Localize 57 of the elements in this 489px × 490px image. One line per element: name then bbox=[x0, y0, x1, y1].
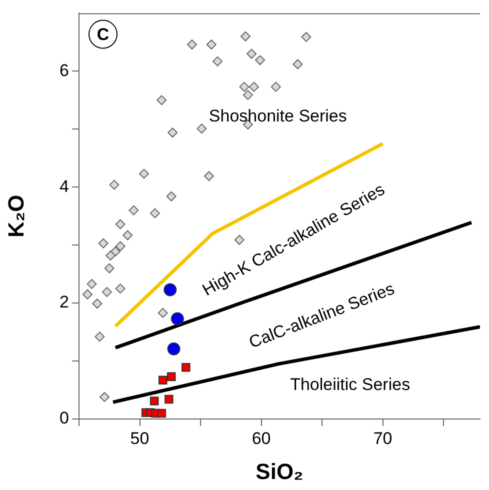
point bbox=[92, 298, 102, 309]
point bbox=[167, 342, 180, 356]
x-tick-label: 60 bbox=[252, 428, 271, 448]
y-tick-label: 0 bbox=[60, 408, 69, 428]
annotation: Tholeiitic Series bbox=[290, 375, 410, 394]
point bbox=[100, 392, 110, 402]
annotation: Shoshonite Series bbox=[208, 106, 347, 126]
point bbox=[166, 372, 176, 382]
point bbox=[164, 394, 174, 404]
point bbox=[168, 128, 178, 138]
point bbox=[157, 408, 166, 418]
point bbox=[166, 191, 176, 202]
point bbox=[86, 278, 97, 289]
point bbox=[128, 205, 139, 216]
point bbox=[248, 82, 259, 92]
point bbox=[98, 238, 108, 248]
point bbox=[158, 376, 168, 385]
point bbox=[94, 332, 105, 342]
point bbox=[158, 308, 168, 318]
point bbox=[234, 234, 244, 245]
point bbox=[104, 263, 114, 274]
point bbox=[196, 124, 207, 134]
x-tick-label: 70 bbox=[373, 428, 392, 448]
y-axis-title: K₂O bbox=[3, 194, 28, 238]
point bbox=[246, 48, 257, 59]
point bbox=[122, 230, 133, 240]
point bbox=[204, 171, 214, 182]
point bbox=[206, 40, 216, 50]
point bbox=[115, 241, 126, 252]
y-tick-label: 6 bbox=[60, 60, 69, 80]
x-axis-title: SiO₂ bbox=[256, 458, 304, 484]
point bbox=[115, 219, 126, 230]
y-tick-label: 4 bbox=[60, 176, 69, 196]
point bbox=[212, 56, 223, 66]
point bbox=[187, 40, 198, 50]
point bbox=[270, 82, 281, 92]
point bbox=[150, 208, 160, 218]
point bbox=[240, 31, 250, 42]
x-tick-label: 50 bbox=[130, 428, 150, 448]
point bbox=[156, 95, 167, 106]
annotation: C bbox=[96, 24, 110, 44]
point bbox=[102, 287, 112, 298]
point bbox=[242, 90, 253, 100]
point bbox=[150, 396, 159, 406]
point bbox=[115, 284, 126, 294]
point bbox=[239, 82, 250, 92]
point bbox=[82, 289, 93, 300]
point bbox=[106, 250, 116, 261]
point bbox=[182, 363, 190, 372]
point bbox=[292, 59, 303, 70]
point bbox=[301, 32, 312, 42]
point bbox=[255, 55, 266, 66]
point bbox=[164, 283, 177, 296]
y-tick-label: 2 bbox=[60, 292, 69, 312]
point bbox=[109, 180, 120, 190]
point bbox=[139, 168, 150, 179]
point bbox=[170, 312, 184, 326]
